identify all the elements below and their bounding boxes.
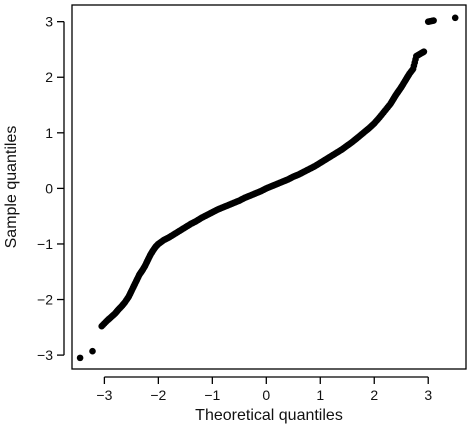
x-axis: −3 −2 −1 0 1 2 3 bbox=[96, 376, 432, 403]
y-tick-label: −1 bbox=[37, 236, 53, 252]
y-tick-label: −2 bbox=[37, 292, 53, 308]
y-tick-label: 0 bbox=[45, 180, 53, 196]
plot-frame bbox=[71, 4, 467, 370]
x-tick-label: 0 bbox=[262, 387, 270, 403]
data-point bbox=[451, 14, 459, 22]
y-axis-title: Sample quantiles bbox=[3, 126, 20, 249]
x-axis-title: Theoretical quantiles bbox=[195, 407, 343, 424]
data-point bbox=[76, 354, 84, 362]
y-tick-label: −3 bbox=[37, 347, 53, 363]
y-axis: −3 −2 −1 0 1 2 3 bbox=[37, 14, 65, 363]
y-tick-label: 1 bbox=[45, 125, 53, 141]
y-tick-label: 2 bbox=[45, 69, 53, 85]
data-points bbox=[76, 14, 459, 362]
data-point bbox=[428, 17, 436, 25]
x-tick-label: −1 bbox=[204, 387, 220, 403]
data-point bbox=[89, 347, 96, 355]
x-tick-label: −3 bbox=[96, 387, 112, 403]
x-tick-label: 3 bbox=[424, 387, 432, 403]
x-tick-label: −2 bbox=[150, 387, 166, 403]
data-point bbox=[419, 48, 427, 56]
x-tick-label: 1 bbox=[316, 387, 324, 403]
y-tick-label: 3 bbox=[45, 14, 53, 30]
x-tick-label: 2 bbox=[370, 387, 378, 403]
